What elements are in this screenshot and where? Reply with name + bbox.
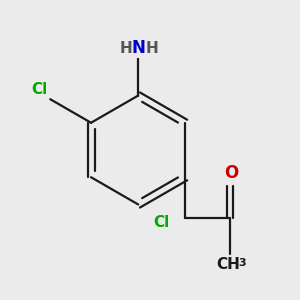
Text: CH: CH xyxy=(216,257,240,272)
Text: H: H xyxy=(146,41,158,56)
Text: N: N xyxy=(132,39,146,57)
Text: 3: 3 xyxy=(238,258,246,268)
Text: Cl: Cl xyxy=(153,215,169,230)
Text: H: H xyxy=(120,41,133,56)
Text: Cl: Cl xyxy=(31,82,47,97)
Text: O: O xyxy=(224,164,238,182)
